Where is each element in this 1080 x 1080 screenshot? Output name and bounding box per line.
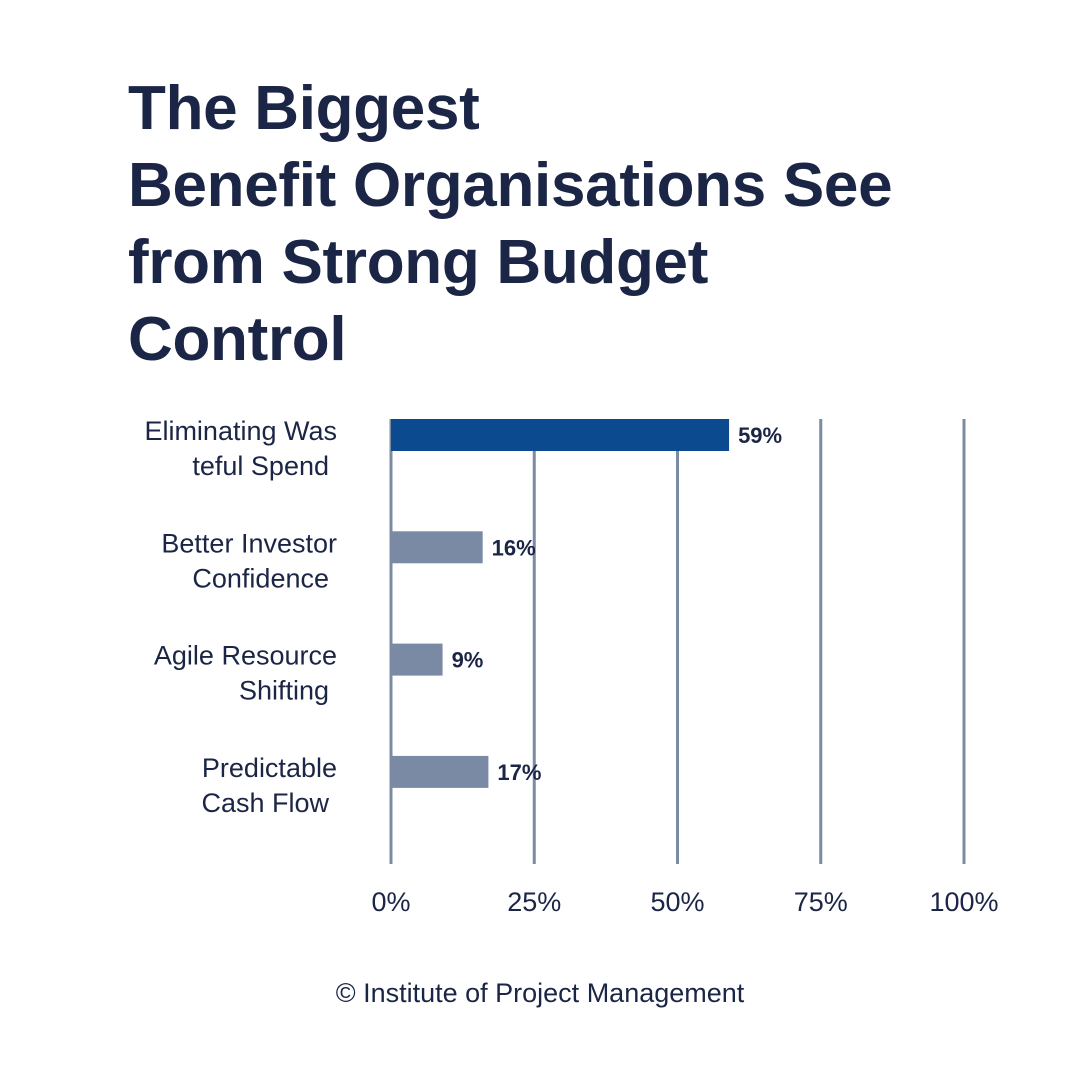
value-label-3: 9%: [452, 648, 484, 673]
x-tick-label-50: 50%: [650, 887, 704, 917]
value-label-1: 59%: [738, 423, 782, 448]
x-tick-label-25: 25%: [507, 887, 561, 917]
copyright-footer: © Institute of Project Management: [335, 978, 745, 1008]
title-line-3: from Strong Budget: [128, 228, 709, 297]
x-tick-label-0: 0%: [371, 887, 410, 917]
bar-1: [391, 419, 730, 451]
value-label-4: 17%: [497, 760, 541, 785]
bar-4: [391, 755, 489, 788]
x-tick-label-75: 75%: [794, 887, 848, 917]
title-line-2: Benefit Organisations See: [128, 151, 893, 220]
bar-chart: 0% 25% 50% 75% 100% 59% Eliminating Was teful S…: [144, 416, 998, 917]
bar-2: [391, 531, 483, 564]
category-label-1: Eliminating Was teful Spend: [144, 416, 337, 481]
title-line-4: Control: [128, 305, 347, 374]
category-label-4: Predictable Cash Flow: [201, 753, 337, 818]
x-tick-label-100: 100%: [929, 887, 998, 917]
category-label-3: Agile Resource Shifting: [154, 641, 337, 706]
title-line-1: The Biggest: [128, 74, 480, 143]
bar-3: [391, 643, 443, 676]
chart-title: The Biggest Benefit Organisations See fr…: [128, 70, 1028, 378]
value-label-2: 16%: [492, 535, 536, 560]
category-label-2: Better Investor Confidence: [161, 528, 337, 593]
